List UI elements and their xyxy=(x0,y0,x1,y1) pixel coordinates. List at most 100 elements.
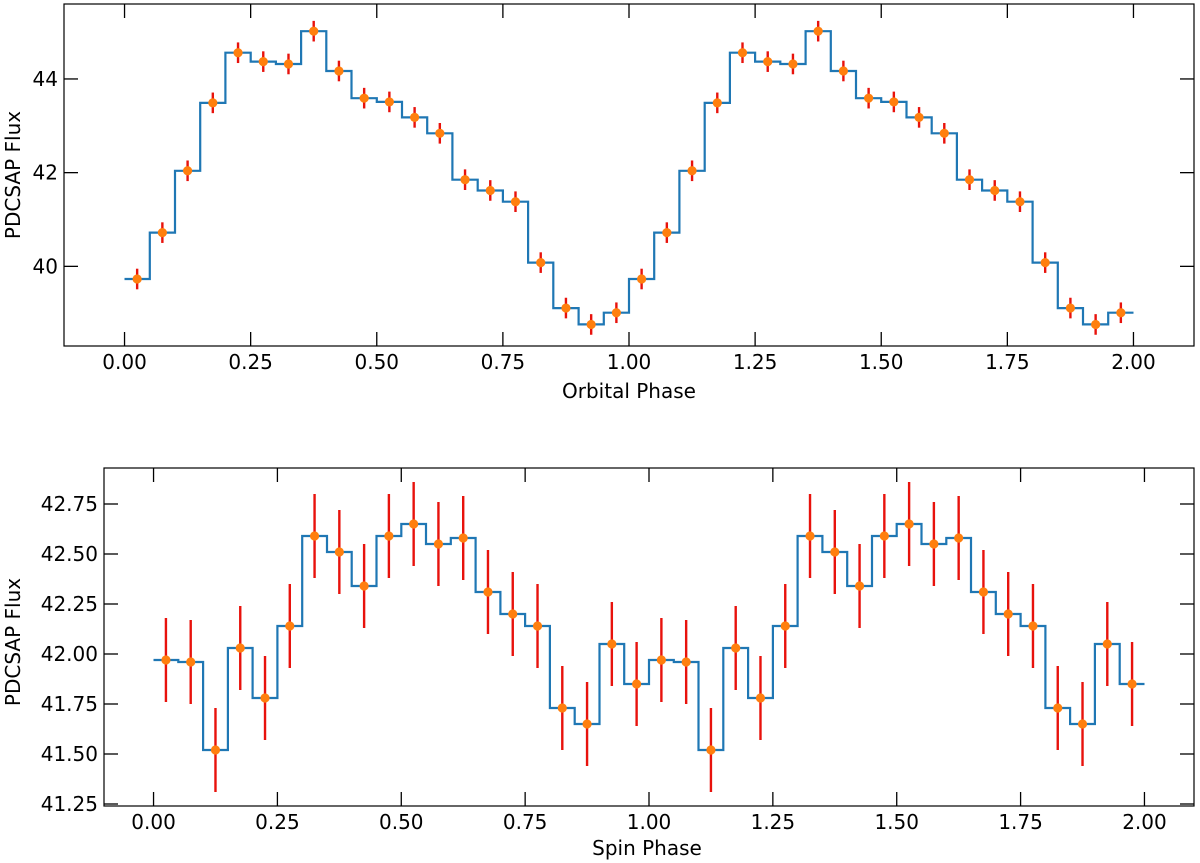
orbital-data-point xyxy=(964,175,975,185)
orbital-x-axis-label: Orbital Phase xyxy=(562,379,696,403)
orbital-x-tick-label: 0.50 xyxy=(355,350,400,374)
spin-data-point xyxy=(532,621,543,631)
orbital-x-tick-label: 1.00 xyxy=(607,350,652,374)
orbital-y-tick-label: 42 xyxy=(33,161,58,185)
orbital-data-point xyxy=(460,175,470,185)
orbital-data-point xyxy=(586,319,596,330)
spin-x-tick-label: 1.50 xyxy=(874,810,919,834)
spin-plot-frame xyxy=(103,467,1195,807)
orbital-data-point xyxy=(485,185,495,196)
orbital-data-point xyxy=(132,274,142,284)
orbital-data-point xyxy=(258,57,268,67)
spin-data-point xyxy=(359,581,369,591)
spin-data-point xyxy=(854,581,865,591)
orbital-y-axis-label: PDCSAP Flux xyxy=(1,111,25,239)
orbital-data-point xyxy=(990,185,1000,196)
spin-data-point xyxy=(1028,621,1038,631)
orbital-data-point xyxy=(435,128,445,138)
spin-data-point xyxy=(210,745,221,755)
spin-data-point xyxy=(830,547,840,557)
orbital-data-point xyxy=(1015,197,1025,207)
orbital-x-tick-label: 1.50 xyxy=(859,350,904,374)
spin-y-tick-label: 41.75 xyxy=(41,692,98,716)
spin-y-tick-label: 41.25 xyxy=(41,792,98,816)
orbital-data-point xyxy=(510,197,521,207)
orbital-data-point xyxy=(1065,303,1076,313)
orbital-x-tick-label: 1.25 xyxy=(733,350,778,374)
spin-data-point xyxy=(656,655,666,665)
spin-y-tick-label: 42.25 xyxy=(41,592,98,616)
spin-x-tick-label: 0.75 xyxy=(503,810,548,834)
orbital-data-point xyxy=(1040,258,1050,268)
spin-data-point xyxy=(706,745,716,755)
orbital-data-point xyxy=(838,66,848,76)
spin-data-point xyxy=(954,533,964,543)
spin-y-tick-label: 42.75 xyxy=(41,492,98,516)
spin-data-point xyxy=(186,657,196,667)
spin-data-point xyxy=(904,519,914,529)
orbital-data-point xyxy=(788,59,798,69)
spin-data-point xyxy=(1003,609,1013,619)
orbital-data-point xyxy=(208,98,218,108)
spin-phase-panel: Spin Phase PDCSAP Flux 0.00 0.25 0.50 0.75 1… xyxy=(1,467,1195,860)
orbital-data-point xyxy=(157,228,167,238)
spin-data-point xyxy=(978,587,989,597)
spin-data-point xyxy=(384,531,394,541)
spin-data-point xyxy=(1053,703,1063,713)
spin-x-tick-label: 1.75 xyxy=(998,810,1043,834)
spin-data-point xyxy=(483,587,493,597)
orbital-data-point xyxy=(334,66,344,76)
spin-x-tick-label: 0.25 xyxy=(255,810,300,834)
spin-data-point xyxy=(681,657,691,667)
spin-x-axis-label: Spin Phase xyxy=(592,836,702,860)
spin-x-tick-label: 1.25 xyxy=(751,810,796,834)
spin-data-point xyxy=(805,531,815,541)
orbital-data-point xyxy=(359,93,369,103)
spin-data-point xyxy=(409,519,419,529)
spin-step-line xyxy=(153,522,1145,752)
spin-y-axis-label: PDCSAP Flux xyxy=(1,578,25,706)
orbital-data-point xyxy=(712,98,722,108)
spin-data-point xyxy=(458,533,468,543)
spin-data-point xyxy=(731,643,741,653)
spin-data-point xyxy=(1102,639,1112,649)
orbital-data-point xyxy=(737,48,748,58)
orbital-data-point xyxy=(889,97,899,107)
orbital-data-point xyxy=(864,93,874,103)
orbital-data-point xyxy=(939,128,949,138)
spin-data-point xyxy=(285,621,295,631)
orbital-data-point xyxy=(637,274,647,284)
orbital-data-point xyxy=(1091,319,1101,330)
orbital-data-point xyxy=(561,303,571,313)
spin-data-point xyxy=(607,639,617,649)
spin-data-point xyxy=(879,531,889,541)
orbital-data-point xyxy=(309,26,319,36)
spin-data-point xyxy=(260,693,270,703)
spin-data-point xyxy=(557,703,567,713)
orbital-x-tick-label: 0.25 xyxy=(228,350,273,374)
orbital-x-tick-label: 1.75 xyxy=(985,350,1030,374)
spin-x-tick-label: 2.00 xyxy=(1122,810,1167,834)
orbital-data-point xyxy=(914,112,924,122)
orbital-data-point xyxy=(763,57,773,67)
spin-data-point xyxy=(632,679,642,689)
orbital-phase-panel: Orbital Phase PDCSAP Flux 0.00 0.25 0.50 0.… xyxy=(1,3,1195,403)
orbital-x-tick-label: 0.75 xyxy=(481,350,526,374)
orbital-data-point xyxy=(536,258,546,268)
orbital-data-point xyxy=(283,59,294,69)
orbital-data-point xyxy=(410,112,420,122)
orbital-data-point xyxy=(687,166,697,176)
orbital-data-point xyxy=(384,97,394,107)
orbital-y-tick-label: 44 xyxy=(33,67,58,91)
spin-data-point xyxy=(334,547,344,557)
spin-x-tick-label: 0.00 xyxy=(131,810,176,834)
spin-data-point xyxy=(1127,679,1137,689)
orbital-data-point xyxy=(233,48,243,58)
spin-data-point xyxy=(161,655,171,665)
spin-y-tick-label: 42.00 xyxy=(41,642,98,666)
spin-data-point xyxy=(582,719,592,729)
spin-data-point xyxy=(235,643,245,653)
spin-data-point xyxy=(755,693,766,703)
spin-data-point xyxy=(433,539,444,549)
spin-data-point xyxy=(309,531,320,541)
